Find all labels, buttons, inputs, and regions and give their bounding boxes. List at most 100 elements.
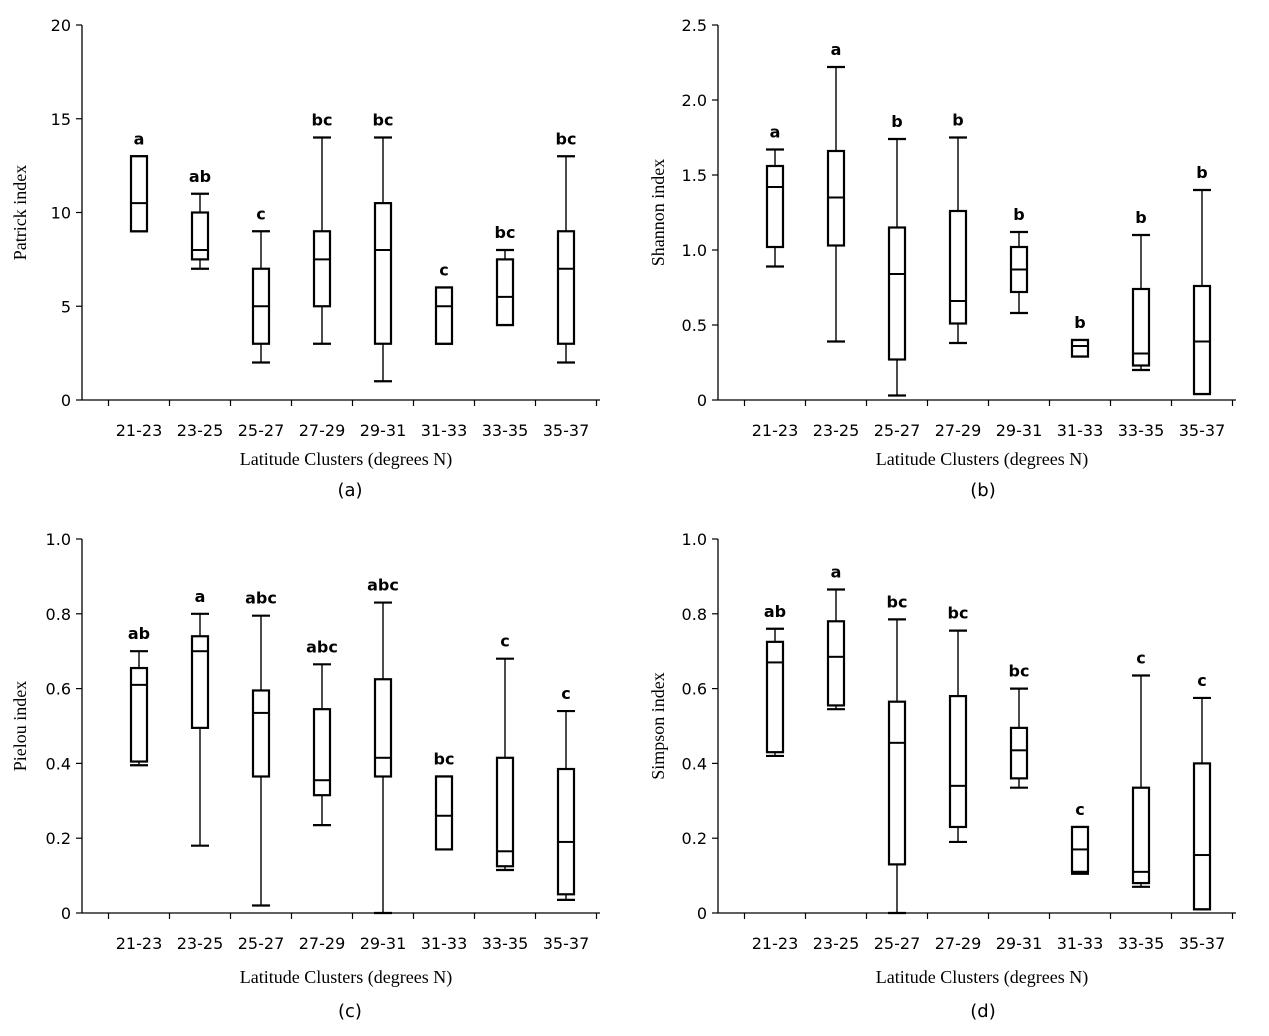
box-35-37: c	[1192, 671, 1212, 911]
box-27-29: bc	[948, 604, 968, 844]
y-tick-label: 0.2	[46, 829, 71, 848]
box-21-23: a	[129, 129, 149, 233]
y-tick-label: 0.8	[46, 605, 71, 624]
panel-4: 0 0.2 0.4 0.6 0.8 1.0 21-23 23-25 25-27 27-29 29-3…	[648, 530, 1236, 1022]
box-31-33: c	[434, 261, 454, 345]
y-tick-label: 0	[697, 391, 707, 410]
box-33-35: c	[495, 632, 515, 872]
x-tick-label: 33-35	[1118, 421, 1165, 440]
y-tick-label: 0.5	[682, 316, 707, 335]
iqr-box	[251, 689, 271, 778]
panel-3: 0 0.2 0.4 0.6 0.8 1.0 21-23 23-25 25-27 27-29 29-3…	[10, 530, 600, 1022]
x-tick-label: 35-37	[1179, 934, 1226, 953]
significance-label: bc	[312, 111, 333, 130]
x-axis-title: Latitude Clusters (degrees N)	[876, 967, 1088, 988]
iqr-box	[887, 226, 907, 361]
x-tick-label: 33-35	[482, 934, 529, 953]
significance-label: b	[1013, 205, 1024, 224]
iqr-box	[190, 211, 210, 261]
iqr-box	[826, 620, 846, 707]
significance-label: c	[256, 204, 265, 223]
significance-label: ab	[764, 602, 786, 621]
significance-label: ab	[128, 624, 150, 643]
y-tick-label: 20	[51, 16, 71, 35]
y-tick-label: 1.0	[46, 530, 71, 549]
significance-label: abc	[306, 637, 338, 656]
significance-label: c	[1136, 649, 1145, 668]
x-tick-label: 27-29	[935, 934, 982, 953]
x-tick-label: 31-33	[1057, 421, 1104, 440]
x-tick-label: 31-33	[421, 421, 468, 440]
significance-label: c	[561, 684, 570, 703]
y-tick-label: 0.2	[682, 829, 707, 848]
box-29-31: bc	[373, 111, 393, 383]
significance-label: b	[952, 111, 963, 130]
significance-label: a	[134, 129, 145, 148]
iqr-box	[434, 775, 454, 851]
x-tick-label: 31-33	[1057, 934, 1104, 953]
significance-label: bc	[495, 223, 516, 242]
y-tick-label: 0	[61, 904, 71, 923]
box-23-25: ab	[189, 167, 211, 270]
iqr-box	[312, 708, 332, 797]
box-21-23: ab	[128, 624, 150, 767]
box-35-37: bc	[556, 129, 577, 364]
iqr-box	[765, 164, 785, 249]
box-29-31: b	[1009, 205, 1029, 315]
y-tick-label: 1.0	[682, 241, 707, 260]
x-tick-label: 27-29	[299, 934, 346, 953]
y-axis-title: Pielou index	[10, 681, 30, 772]
y-tick-label: 0.4	[682, 754, 707, 773]
box-29-31: abc	[367, 576, 399, 915]
x-tick-label: 21-23	[116, 934, 163, 953]
x-tick-label: 25-27	[874, 934, 921, 953]
x-tick-label: 35-37	[1179, 421, 1226, 440]
y-tick-label: 5	[61, 297, 71, 316]
iqr-box	[495, 258, 515, 327]
panel-label: (a)	[337, 480, 362, 501]
box-33-35: c	[1131, 649, 1151, 888]
y-axis-title: Simpson index	[648, 672, 668, 780]
x-tick-label: 23-25	[177, 421, 224, 440]
iqr-box	[1131, 287, 1151, 367]
box-29-31: bc	[1009, 662, 1029, 789]
x-tick-label: 29-31	[996, 934, 1043, 953]
iqr-box	[1070, 338, 1090, 358]
iqr-box	[312, 230, 332, 308]
y-tick-label: 10	[51, 204, 71, 223]
iqr-box	[434, 286, 454, 345]
y-tick-label: 0	[697, 904, 707, 923]
box-35-37: b	[1192, 163, 1212, 396]
significance-label: bc	[434, 749, 455, 768]
y-tick-label: 0.6	[46, 680, 71, 699]
panel-1: 0 5 10 15 20 21-23 23-25 25-27 27-29 29-31 31-33 33…	[10, 16, 600, 501]
significance-label: ab	[189, 167, 211, 186]
x-axis-title: Latitude Clusters (degrees N)	[876, 449, 1088, 470]
x-tick-label: 27-29	[935, 421, 982, 440]
significance-label: c	[1197, 671, 1206, 690]
significance-label: bc	[887, 592, 908, 611]
iqr-box	[373, 202, 393, 345]
iqr-box	[129, 155, 149, 233]
iqr-box	[495, 756, 515, 868]
iqr-box	[1131, 786, 1151, 885]
significance-label: b	[1074, 313, 1085, 332]
significance-label: abc	[245, 589, 277, 608]
box-33-35: b	[1131, 208, 1151, 372]
x-tick-label: 35-37	[543, 934, 590, 953]
x-tick-label: 23-25	[813, 934, 860, 953]
x-tick-label: 27-29	[299, 421, 346, 440]
x-axis-title: Latitude Clusters (degrees N)	[240, 449, 452, 470]
box-31-33: b	[1070, 313, 1090, 358]
x-tick-label: 35-37	[543, 421, 590, 440]
x-tick-label: 25-27	[238, 934, 285, 953]
iqr-box	[887, 700, 907, 866]
x-tick-label: 33-35	[482, 421, 529, 440]
iqr-box	[1192, 762, 1212, 911]
panel-label: (b)	[970, 480, 995, 501]
iqr-box	[948, 694, 968, 829]
y-tick-label: 0	[61, 391, 71, 410]
significance-label: bc	[556, 129, 577, 148]
box-21-23: a	[765, 123, 785, 268]
